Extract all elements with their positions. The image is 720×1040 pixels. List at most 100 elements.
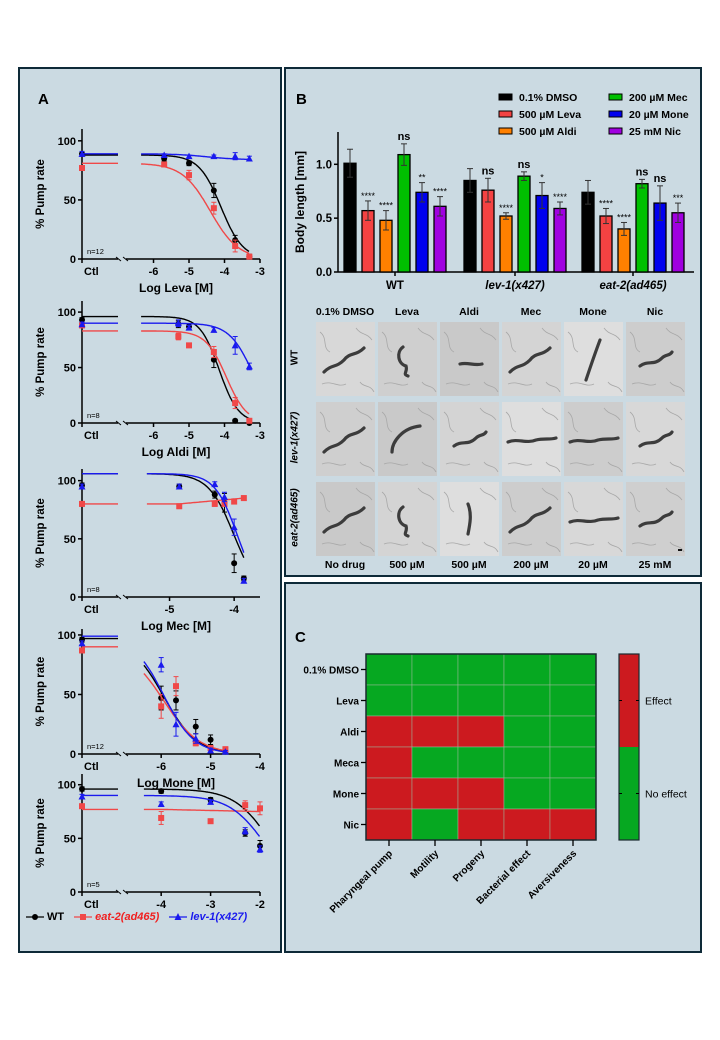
worm-image xyxy=(502,482,561,556)
data-point-lev1 xyxy=(207,798,215,805)
y-tick-label: 0 xyxy=(70,592,76,604)
agar-texture xyxy=(567,327,623,393)
worm-image xyxy=(440,322,499,396)
agar-texture xyxy=(381,407,437,473)
significance-label: **** xyxy=(379,201,394,211)
y-axis-label: % Pump rate xyxy=(35,657,47,727)
y-tick-label: 0 xyxy=(70,887,76,899)
legend-label: 0.1% DMSO xyxy=(519,92,577,104)
data-point-wt xyxy=(232,417,239,424)
heatmap-cell xyxy=(503,715,551,748)
worm-row-label: eat-2(ad465) xyxy=(289,488,301,547)
data-point-wt xyxy=(210,187,217,194)
heatmap-cell xyxy=(365,746,413,779)
worm-icon xyxy=(629,487,685,553)
significance-label: **** xyxy=(499,203,514,213)
worm-image xyxy=(316,482,375,556)
dose-response-charts: 0 50 100 % Pump rate Ctl -6 -5 -4 -3 Log Leva [M]… xyxy=(35,129,266,909)
legend-swatch xyxy=(608,127,623,135)
data-point-eat2 xyxy=(211,500,218,507)
heatmap-cell xyxy=(365,715,413,748)
heatmap-column-label: Progeny xyxy=(451,848,487,884)
fit-curve xyxy=(141,322,250,366)
worm-icon xyxy=(505,407,561,473)
worm-row-label: lev-1(x427) xyxy=(289,411,301,464)
worm-body xyxy=(638,510,674,528)
worm-column-label: Mone xyxy=(579,306,607,318)
data-point-wt xyxy=(173,697,179,704)
worm-column-label: Aldi xyxy=(459,306,479,318)
significance-label: **** xyxy=(433,187,448,197)
x-axis-label: Log Leva [M] xyxy=(139,281,213,295)
heatmap-cell xyxy=(457,715,505,748)
legend-swatch xyxy=(498,93,513,101)
dose-response-chart-3: 0 50 100 % Pump rate Ctl -5 -4 Log Mec [M] n=8 xyxy=(35,469,260,633)
y-tick-label: 50 xyxy=(64,689,76,701)
triangle-marker-icon xyxy=(169,913,188,920)
x-tick-label: -4 xyxy=(255,761,266,773)
significance-label: **** xyxy=(599,198,614,208)
worm-body xyxy=(452,430,488,448)
data-point-lev1 xyxy=(220,493,228,500)
data-point-eat2 xyxy=(175,333,182,340)
worm-icon xyxy=(567,327,623,393)
data-point-lev1 xyxy=(210,152,218,160)
panel-a-label: A xyxy=(38,91,49,108)
worm-image xyxy=(564,482,623,556)
agar-texture xyxy=(319,327,375,393)
data-point-eat2 xyxy=(158,703,165,710)
y-tick-label: 100 xyxy=(58,136,76,148)
bar xyxy=(343,162,357,273)
significance-label: ns xyxy=(482,165,495,177)
heatmap-cell xyxy=(457,684,505,717)
heatmap-column-label: Motility xyxy=(409,848,442,881)
dose-response-chart-4: 0 50 100 % Pump rate Ctl -6 -5 -4 Log Mone [M] n=… xyxy=(35,629,266,790)
heatmap-cell xyxy=(503,777,551,810)
data-point-lev1 xyxy=(160,151,168,158)
worm-image xyxy=(316,322,375,396)
x-axis-label: Log Mone [M] xyxy=(137,776,215,790)
y-tick-label: 0 xyxy=(70,749,76,761)
data-point-eat2 xyxy=(242,802,249,809)
worm-body xyxy=(397,505,410,538)
panel-c-label: C xyxy=(295,629,306,646)
worm-column-label: Nic xyxy=(646,306,664,318)
bar xyxy=(397,153,411,273)
x-tick-label: -5 xyxy=(184,430,194,442)
agar-texture xyxy=(505,407,561,473)
legend-label-eat2: eat-2(ad465) xyxy=(95,911,160,923)
bar xyxy=(463,179,477,273)
legend-swatch xyxy=(608,93,623,101)
panel-b-label: B xyxy=(296,91,307,108)
x-tick-label: Ctl xyxy=(84,899,99,909)
axis-break xyxy=(122,594,129,600)
data-point-eat2 xyxy=(79,165,85,171)
data-point-lev1 xyxy=(221,748,229,755)
heatmap-cell xyxy=(411,684,459,717)
y-tick-label: 50 xyxy=(64,534,76,546)
x-category-label: eat-2(ad465) xyxy=(599,280,666,292)
worm-body xyxy=(568,516,620,524)
panel-a: A 0 50 100 % Pump rate Ctl -6 -5 -4 -3 Log Leva [… xyxy=(18,67,282,953)
heatmap-cell xyxy=(503,746,551,779)
heatmap-row-label: Meca xyxy=(334,759,359,770)
x-tick-label: -4 xyxy=(220,430,231,442)
y-tick-label: 100 xyxy=(58,780,76,792)
heatmap-cell xyxy=(411,746,459,779)
agar-texture xyxy=(443,407,499,473)
worm-body xyxy=(508,506,552,534)
data-point-wt xyxy=(207,736,214,743)
data-point-eat2 xyxy=(210,205,217,212)
x-tick-label: -3 xyxy=(206,899,216,909)
x-tick-label: -6 xyxy=(149,430,159,442)
heatmap-cell xyxy=(457,808,505,841)
heatmap-cell xyxy=(411,715,459,748)
y-tick-label: 100 xyxy=(58,307,76,319)
bar xyxy=(517,175,531,273)
concentration-label: 25 mM xyxy=(638,559,672,571)
colorbar-border xyxy=(618,653,640,841)
data-point-wt xyxy=(192,723,199,730)
data-point-lev1 xyxy=(210,326,218,333)
heatmap-cell xyxy=(549,684,597,717)
data-point-lev1 xyxy=(245,362,253,370)
